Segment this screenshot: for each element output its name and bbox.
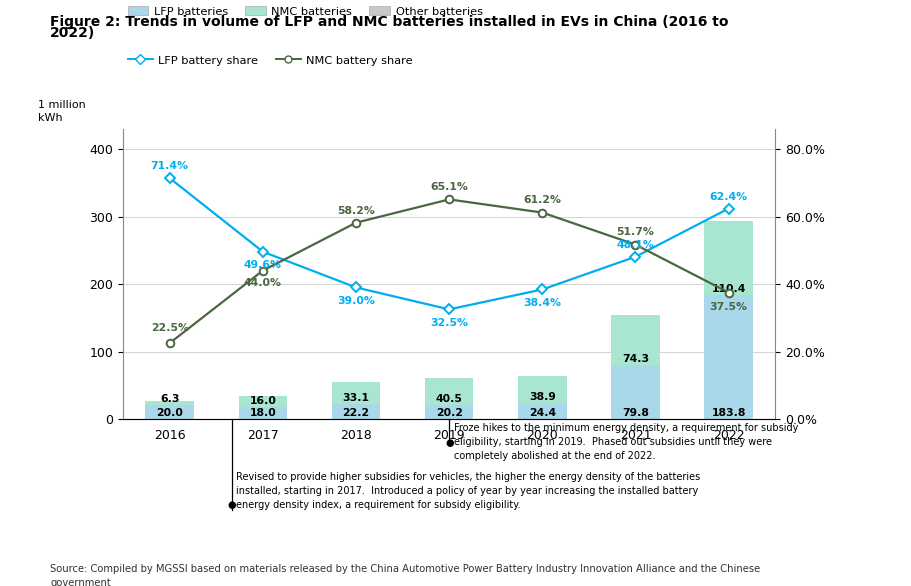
Text: 58.2%: 58.2% [337, 206, 374, 216]
Text: 79.8: 79.8 [621, 408, 649, 418]
Text: Figure 2: Trends in volume of LFP and NMC batteries installed in EVs in China (2: Figure 2: Trends in volume of LFP and NM… [50, 15, 728, 29]
Text: 74.3: 74.3 [621, 354, 649, 364]
Legend: LFP battery share, NMC battery share: LFP battery share, NMC battery share [123, 50, 417, 70]
Bar [610, 365, 659, 419]
Text: 65.1%: 65.1% [430, 182, 467, 192]
Text: 49.6%: 49.6% [243, 260, 281, 270]
Text: 22.2: 22.2 [342, 408, 369, 418]
Text: ●: ● [227, 500, 235, 510]
Bar [146, 406, 194, 419]
Text: 183.8: 183.8 [711, 408, 745, 418]
Bar [146, 401, 194, 406]
Text: 61.2%: 61.2% [523, 195, 560, 205]
Bar [517, 376, 566, 403]
Bar [610, 315, 659, 365]
Text: 38.4%: 38.4% [523, 298, 560, 308]
Text: 20.0: 20.0 [156, 408, 183, 418]
Text: 6.3: 6.3 [159, 394, 179, 404]
Text: 20.2: 20.2 [435, 408, 462, 418]
Text: 2022): 2022) [50, 26, 96, 40]
Text: 22.5%: 22.5% [150, 323, 189, 333]
Text: 18.0: 18.0 [250, 408, 276, 418]
Text: 48.1%: 48.1% [616, 240, 654, 250]
Bar [239, 396, 287, 407]
Bar [332, 404, 380, 419]
Text: Source: Compiled by MGSSI based on materials released by the China Automotive Po: Source: Compiled by MGSSI based on mater… [50, 564, 760, 586]
Text: 71.4%: 71.4% [150, 161, 189, 171]
Bar [332, 381, 380, 404]
Text: 62.4%: 62.4% [709, 192, 747, 202]
Text: 33.1: 33.1 [343, 393, 369, 403]
Bar [425, 406, 473, 419]
Bar [517, 403, 566, 419]
Text: 16.0: 16.0 [249, 396, 276, 406]
Bar [703, 295, 752, 419]
Bar [239, 407, 287, 419]
Text: 37.5%: 37.5% [709, 302, 747, 312]
Text: 39.0%: 39.0% [337, 296, 374, 306]
Bar [703, 220, 752, 295]
Text: Froze hikes to the minimum energy density, a requirement for subsidy
eligibility: Froze hikes to the minimum energy densit… [454, 423, 797, 461]
Text: 32.5%: 32.5% [430, 318, 467, 328]
Text: 44.0%: 44.0% [243, 278, 281, 288]
Text: 1 million
kWh: 1 million kWh [38, 100, 86, 123]
Text: ●: ● [445, 438, 454, 448]
Text: 110.4: 110.4 [711, 284, 745, 294]
Text: Revised to provide higher subsidies for vehicles, the higher the energy density : Revised to provide higher subsidies for … [236, 472, 700, 510]
Text: 51.7%: 51.7% [616, 227, 654, 237]
Text: 38.9: 38.9 [528, 391, 555, 401]
Text: 40.5: 40.5 [435, 394, 462, 404]
Text: 24.4: 24.4 [528, 408, 556, 418]
Bar [425, 378, 473, 406]
